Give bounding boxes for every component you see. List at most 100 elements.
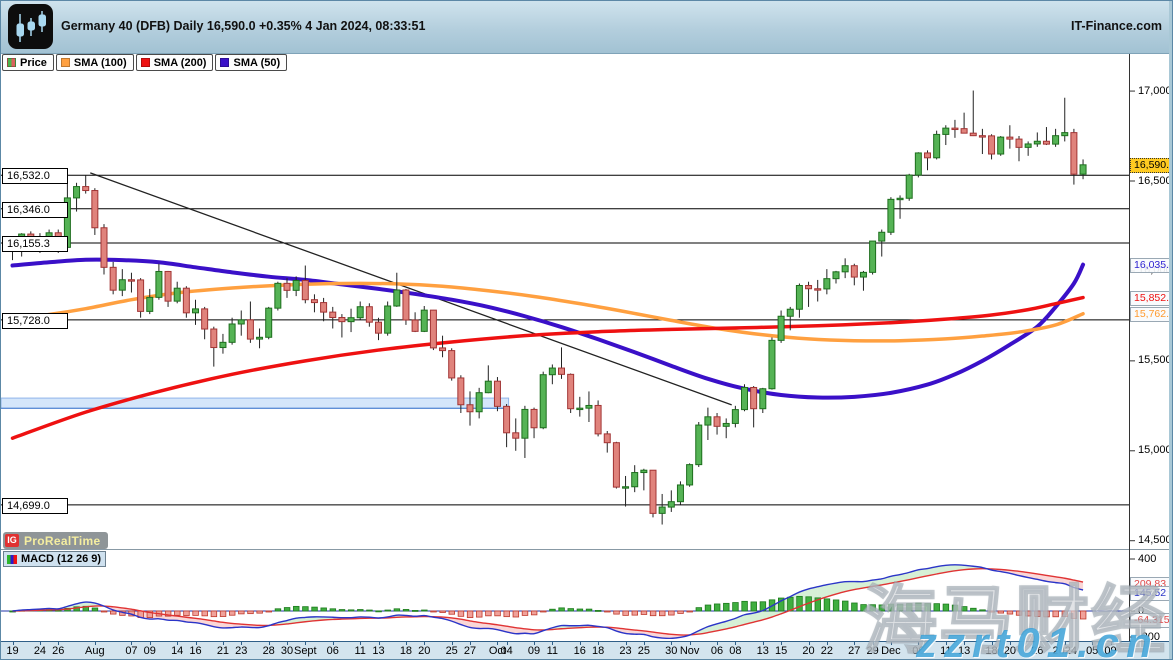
indicator-value-label: 15,852.. [1130, 291, 1172, 307]
prorealtime-label: ProRealTime [24, 533, 101, 548]
date-tick-mark [360, 642, 362, 645]
date-tick-label: 13 [957, 645, 971, 657]
it-finance-link[interactable]: IT-Finance.com [1071, 19, 1162, 33]
date-tick-label: 26 [1031, 645, 1044, 657]
date-tick-label: 19 [6, 645, 19, 657]
date-tick-label: 20 [802, 645, 815, 657]
date-tick-label: 23 [619, 645, 632, 657]
date-tick-label: 27 [848, 645, 861, 657]
level-label: 16,346.0 [2, 201, 68, 218]
date-tick-mark [470, 642, 471, 645]
date-tick-label: 18 [399, 645, 413, 657]
series-swatch-icon [220, 58, 230, 67]
date-tick-mark [332, 642, 334, 645]
legend-tab-sma-50[interactable]: SMA (50) [215, 54, 288, 71]
date-tick-mark [1092, 642, 1094, 645]
macd-plot [1, 564, 1129, 639]
indicator-value-label: 16,035.. [1130, 258, 1172, 274]
date-tick-mark [671, 642, 673, 645]
date-tick-mark [12, 642, 14, 645]
date-tick-label: 30 [665, 645, 678, 657]
macd-tick-label: 400 [1138, 552, 1157, 565]
date-tick-label: 20 [1003, 645, 1016, 657]
level-label: 14,699.0 [2, 497, 68, 514]
series-swatch-icon [140, 58, 150, 67]
date-tick-label: 26 [52, 645, 65, 657]
date-tick-label: Sept [293, 645, 317, 657]
date-tick-mark [598, 642, 600, 645]
date-axis: 19 24 26 Aug 07 09 14 16 21 23 28 30 Sept 06 11 13 18 20 2… [1, 641, 1172, 659]
date-tick-mark [268, 642, 270, 645]
date-tick-mark [1037, 642, 1039, 645]
date-tick-label: 18 [985, 645, 998, 657]
date-tick-mark [378, 642, 380, 645]
legend-label: SMA (100) [73, 56, 127, 69]
date-tick-mark [287, 642, 288, 645]
date-tick-mark [1064, 642, 1066, 645]
trendline [90, 172, 732, 406]
date-tick-label: 23 [235, 645, 248, 657]
date-tick-mark [872, 642, 874, 645]
date-tick-label: 05 [1086, 645, 1099, 657]
date-tick-label: 07 [125, 645, 138, 657]
main-plot [1, 90, 1129, 525]
date-tick-label: 11 [546, 645, 559, 657]
prorealtime-badge[interactable]: IG ProRealTime [3, 532, 109, 549]
date-tick-label: 24 [33, 645, 47, 657]
macd-tick-label: 0 [1138, 604, 1145, 617]
date-tick-mark [1110, 642, 1112, 645]
macd-line [12, 564, 1084, 639]
level-label: 16,532.0 [2, 168, 68, 185]
date-tick-mark [689, 642, 691, 645]
legend-tab-sma-100[interactable]: SMA (100) [55, 54, 134, 71]
support-zone [1, 397, 510, 409]
date-tick-mark [424, 642, 426, 645]
date-tick-label: 29 [866, 645, 879, 657]
date-tick-label: 20 [418, 645, 431, 657]
date-tick-mark [222, 642, 224, 645]
date-tick-mark [890, 642, 892, 645]
date-tick-label: 16 [573, 645, 586, 657]
date-tick-label: 2024 [1052, 645, 1077, 657]
date-tick-label: 30 [280, 645, 294, 657]
date-tick-mark [405, 642, 407, 645]
date-tick-label: 13 [756, 645, 769, 657]
date-tick-mark [781, 642, 783, 645]
date-tick-mark [1009, 642, 1011, 645]
legend-label: Price [20, 56, 47, 69]
date-tick-mark [918, 642, 920, 645]
series-swatch-icon [60, 58, 70, 67]
date-tick-label: 13 [372, 645, 385, 657]
candlestick-logo-icon [8, 4, 53, 49]
date-tick-label: 22 [820, 645, 833, 657]
macd-signal-line [12, 568, 1084, 636]
date-tick-label: 28 [262, 645, 275, 657]
macd-value-label: 145.52 [1130, 585, 1172, 601]
date-tick-label: 06 [710, 645, 724, 657]
legend-tab-sma-200[interactable]: SMA (200) [135, 54, 214, 71]
window-edge [1169, 1, 1172, 659]
date-tick-label: 06 [326, 645, 339, 657]
date-tick-label: 11 [940, 645, 952, 657]
price-tick-label: 15,000 [1138, 444, 1172, 457]
date-tick-label: 18 [591, 645, 605, 657]
date-tick-mark [241, 642, 243, 645]
macd-label-text: MACD (12 26 9) [21, 553, 102, 565]
date-tick-label: 06 [912, 645, 925, 657]
sma-line-1 [10, 281, 1085, 343]
date-tick-mark [39, 642, 41, 645]
date-tick-mark [643, 642, 645, 645]
date-tick-mark [945, 642, 947, 645]
level-label: 15,728.0 [2, 312, 68, 329]
price-tick-label: 14,500 [1138, 534, 1172, 547]
date-tick-mark [717, 642, 719, 645]
date-tick-label: 16 [189, 645, 202, 657]
macd-indicator-label[interactable]: MACD (12 26 9) [3, 551, 107, 567]
legend-tab-price[interactable]: Price [2, 54, 54, 71]
date-tick-label: 15 [774, 645, 788, 657]
date-tick-mark [826, 642, 828, 645]
date-tick-mark [195, 642, 197, 645]
macd-tick-label: -200 [1138, 630, 1161, 643]
